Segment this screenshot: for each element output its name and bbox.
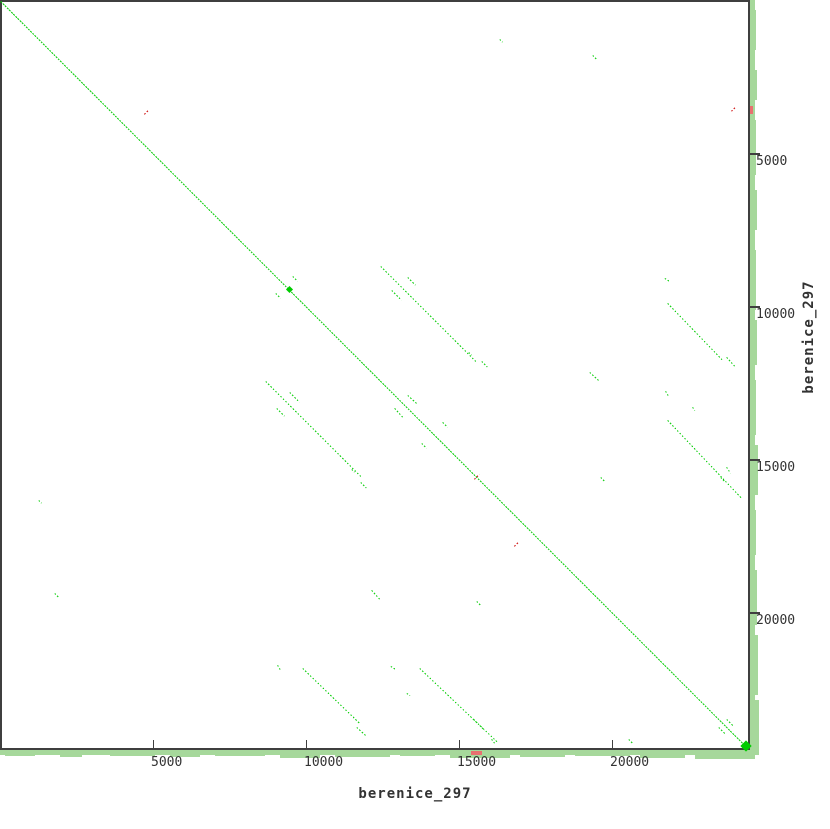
x-tick-mark (459, 740, 460, 750)
x-tick-label: 20000 (610, 755, 650, 770)
x-tick-label: 10000 (304, 755, 344, 770)
band-red-mark (471, 751, 482, 755)
band-bump (750, 320, 757, 365)
band-bump (170, 750, 200, 757)
band-bump (750, 250, 756, 310)
y-tick-mark (750, 459, 760, 461)
band-bump (750, 190, 757, 230)
band-bump (520, 750, 565, 757)
y-tick-label: 15000 (756, 460, 796, 475)
right-coverage-band (750, 0, 755, 757)
band-bump (750, 570, 757, 625)
y-tick-label: 20000 (756, 613, 796, 628)
band-bump (750, 445, 758, 495)
band-bump (215, 750, 265, 756)
y-axis-title: berenice_297 (801, 280, 817, 394)
band-bump (280, 750, 320, 758)
x-axis-title: berenice_297 (358, 786, 472, 802)
y-tick-label: 5000 (756, 154, 788, 169)
y-tick-label: 10000 (756, 307, 796, 322)
y-tick-mark (750, 153, 760, 155)
x-tick-mark (306, 740, 307, 750)
band-bump (750, 635, 758, 695)
band-bump (575, 750, 630, 756)
x-tick-label: 15000 (457, 755, 497, 770)
band-bump (400, 750, 435, 756)
band-bump (750, 510, 756, 555)
band-red-mark (748, 106, 753, 114)
band-bump (110, 750, 155, 756)
band-bump (640, 750, 685, 758)
band-bump (750, 700, 759, 755)
band-bump (750, 70, 757, 100)
x-tick-mark (612, 740, 613, 750)
band-bump (60, 750, 82, 757)
band-bump (335, 750, 390, 757)
band-bump (750, 10, 756, 50)
y-tick-mark (750, 306, 760, 308)
band-bump (5, 750, 35, 756)
band-bump (695, 750, 755, 759)
band-bump (750, 380, 756, 435)
y-tick-mark (750, 612, 760, 614)
band-bump (750, 120, 756, 175)
x-tick-label: 5000 (151, 755, 183, 770)
x-tick-mark (153, 740, 154, 750)
